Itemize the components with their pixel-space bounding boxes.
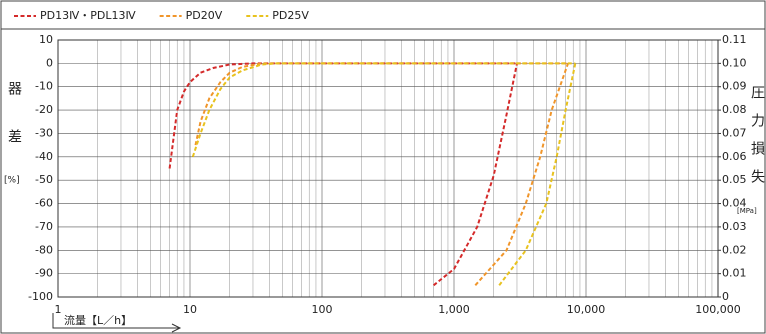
- y-tick-label: 10: [39, 33, 53, 46]
- y2-tick-label: 0.06: [722, 150, 747, 163]
- y-tick-label: -60: [35, 197, 53, 210]
- y2-tick-label: 0.08: [722, 103, 747, 116]
- y2-tick-label: 0.09: [722, 80, 747, 93]
- y-axis-label: 器差: [6, 81, 22, 177]
- y2-axis-label: 圧力損失: [749, 85, 765, 197]
- legend-label: PD25V: [272, 9, 309, 22]
- x-axis-label: 流量【L／h】: [64, 313, 132, 327]
- y-tick-label: -50: [35, 173, 53, 186]
- y2-tick-label: 0: [722, 290, 729, 303]
- y-tick-label: -80: [35, 243, 53, 256]
- series-line: [191, 62, 576, 158]
- y2-tick-label: 0.05: [722, 173, 747, 186]
- plot-border: [57, 39, 719, 298]
- legend-label: PD13Ⅳ・PDL13Ⅳ: [40, 9, 136, 22]
- y-tick-label: -100: [28, 290, 53, 303]
- series-line: [474, 63, 569, 286]
- series-line: [498, 63, 577, 286]
- y-tick-label: -40: [35, 150, 53, 163]
- y2-tick-label: 0.02: [722, 243, 747, 256]
- y2-tick-label: 0.11: [722, 33, 747, 46]
- x-tick-label: 1: [55, 303, 62, 316]
- y-axis-unit: [%]: [4, 176, 20, 186]
- y2-tick-label: 0.07: [722, 126, 747, 139]
- y2-tick-label: 0.03: [722, 220, 747, 233]
- y-tick-label: -20: [35, 103, 53, 116]
- y2-tick-label: 0.10: [722, 56, 747, 69]
- y2-tick-label: 0.01: [722, 267, 747, 280]
- series-line: [432, 63, 518, 287]
- x-tick-label: 1,000: [438, 303, 470, 316]
- series-line: [168, 62, 517, 169]
- y-tick-label: -70: [35, 220, 53, 233]
- y2-tick-label: 0.04: [722, 197, 747, 210]
- x-tick-label: 10,000: [567, 303, 606, 316]
- x-tick-label: 100,000: [695, 303, 741, 316]
- y-tick-label: -30: [35, 126, 53, 139]
- y-tick-label: -90: [35, 267, 53, 280]
- x-tick-label: 10: [183, 303, 197, 316]
- y-tick-label: 0: [46, 56, 53, 69]
- legend-label: PD20V: [186, 9, 223, 22]
- y-tick-label: -10: [35, 80, 53, 93]
- series-line: [194, 62, 568, 146]
- x-axis-arrow: [52, 313, 182, 333]
- y2-axis-unit: [MPa]: [737, 207, 757, 215]
- x-tick-label: 100: [312, 303, 333, 316]
